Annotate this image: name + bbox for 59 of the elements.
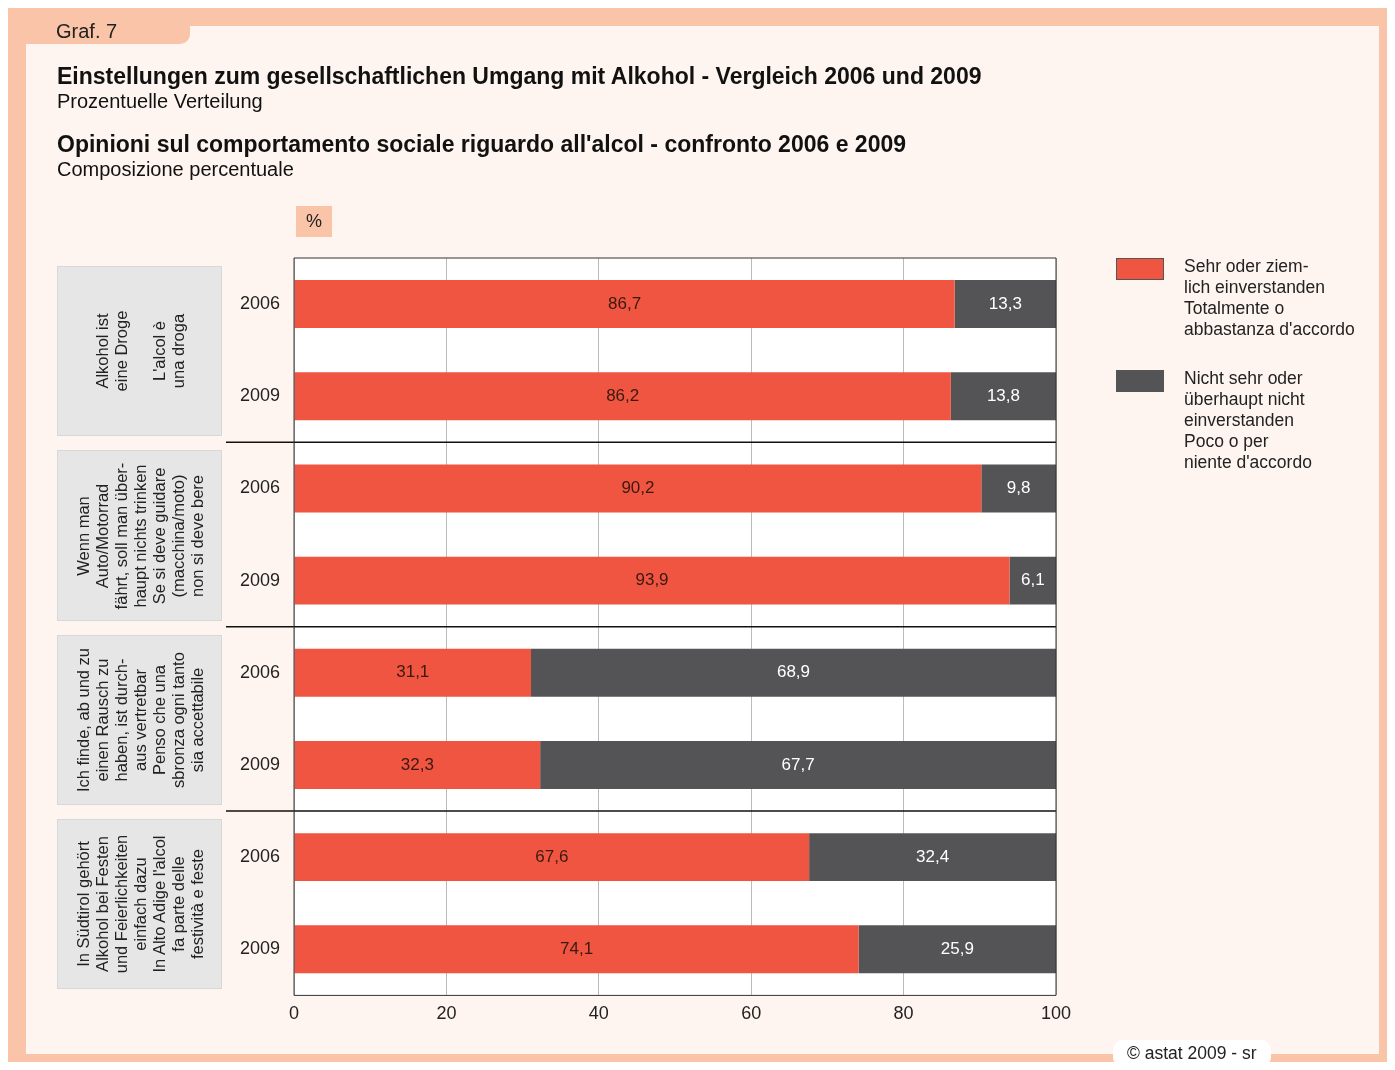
x-tick-label: 40	[588, 1003, 609, 1024]
data-label: 32,4	[916, 846, 950, 866]
data-label: 74,1	[560, 939, 594, 958]
data-label: 9,8	[1006, 478, 1031, 498]
y-tick-label: 2006	[240, 477, 281, 498]
bar	[950, 372, 1056, 421]
y-tick-label: 2009	[240, 753, 281, 774]
data-label: 32,3	[400, 754, 434, 774]
bar	[540, 741, 1056, 789]
y-tick-label: 2006	[240, 846, 281, 867]
x-tick-label: 0	[289, 1003, 300, 1024]
data-label: 31,1	[396, 662, 430, 682]
y-tick-label: 2006	[240, 661, 281, 682]
text: Alkohol ist eine Droge L'alcol è una droga	[92, 310, 186, 392]
bar	[294, 556, 1010, 605]
bar	[809, 833, 1056, 882]
x-tick-label: 20	[436, 1003, 457, 1024]
bar	[1009, 556, 1056, 605]
bar	[954, 280, 1056, 329]
bar	[294, 280, 955, 329]
y-tick-label: 2009	[240, 938, 281, 959]
text: Graf. 7	[56, 20, 118, 43]
bar	[294, 925, 859, 974]
legend-label: Nicht sehr oder überhaupt nicht einverstanden Poco o per niente d'accordo	[1184, 368, 1312, 473]
data-label: 67,7	[781, 754, 815, 774]
bar	[294, 833, 810, 882]
text: Opinioni sul comportamento sociale riguardo all'alcol - confronto 2006 e 2009	[57, 131, 907, 158]
data-label: 93,9	[635, 570, 669, 590]
data-label: 86,2	[606, 385, 640, 405]
data-label: 13,8	[986, 385, 1020, 405]
data-label: 6,1	[1020, 570, 1045, 590]
x-axis-title: %	[296, 206, 332, 237]
bar	[294, 741, 541, 789]
bar	[294, 648, 532, 697]
chart-title: Einstellungen zum gesellschaftlichen Umgang mit Alkohol - Vergleich 2006 und 2009	[57, 63, 982, 90]
data-label: 68,9	[776, 662, 811, 682]
bar	[531, 648, 1056, 697]
text: In Südtirol gehört Alkohol bei Festen und Feierlichkeiten einfach dazu In Alto Adige l'alcol fa parte delle festività e feste	[73, 833, 206, 976]
text: Composizione percentuale	[57, 158, 294, 181]
data-label: 90,2	[621, 478, 655, 498]
text: © astat 2009 - sr	[1126, 1042, 1258, 1064]
x-tick-label: 80	[893, 1003, 914, 1024]
data-label: 25,9	[940, 939, 974, 958]
legend-label: Sehr oder ziem- lich einverstanden Totalmente o abbastanza d'accordo	[1184, 256, 1355, 340]
y-tick-label: 2006	[240, 293, 281, 314]
text: Ich finde, ab und zu einen Rausch zu haben, ist durch- aus vertretbar Penso che una sbronza ogni tanto sia accettabile	[73, 646, 206, 794]
text: Wenn man Auto/Motorrad fährt, soll man über- haupt nichts trinken Se si deve guidare (macchina/moto) non si deve bere	[73, 461, 206, 612]
data-label: 67,6	[535, 846, 569, 866]
bar	[294, 464, 982, 513]
x-tick-label: 60	[741, 1003, 762, 1024]
bar	[294, 372, 951, 421]
chart-subtitle: Prozentuelle Verteilung	[57, 90, 263, 113]
data-label: 13,3	[988, 293, 1022, 313]
bar	[858, 925, 1056, 974]
y-tick-label: 2009	[240, 385, 281, 406]
x-tick-label: 100	[1040, 1003, 1072, 1024]
bar	[981, 464, 1056, 513]
y-tick-label: 2009	[240, 569, 281, 590]
data-label: 86,7	[608, 293, 642, 313]
